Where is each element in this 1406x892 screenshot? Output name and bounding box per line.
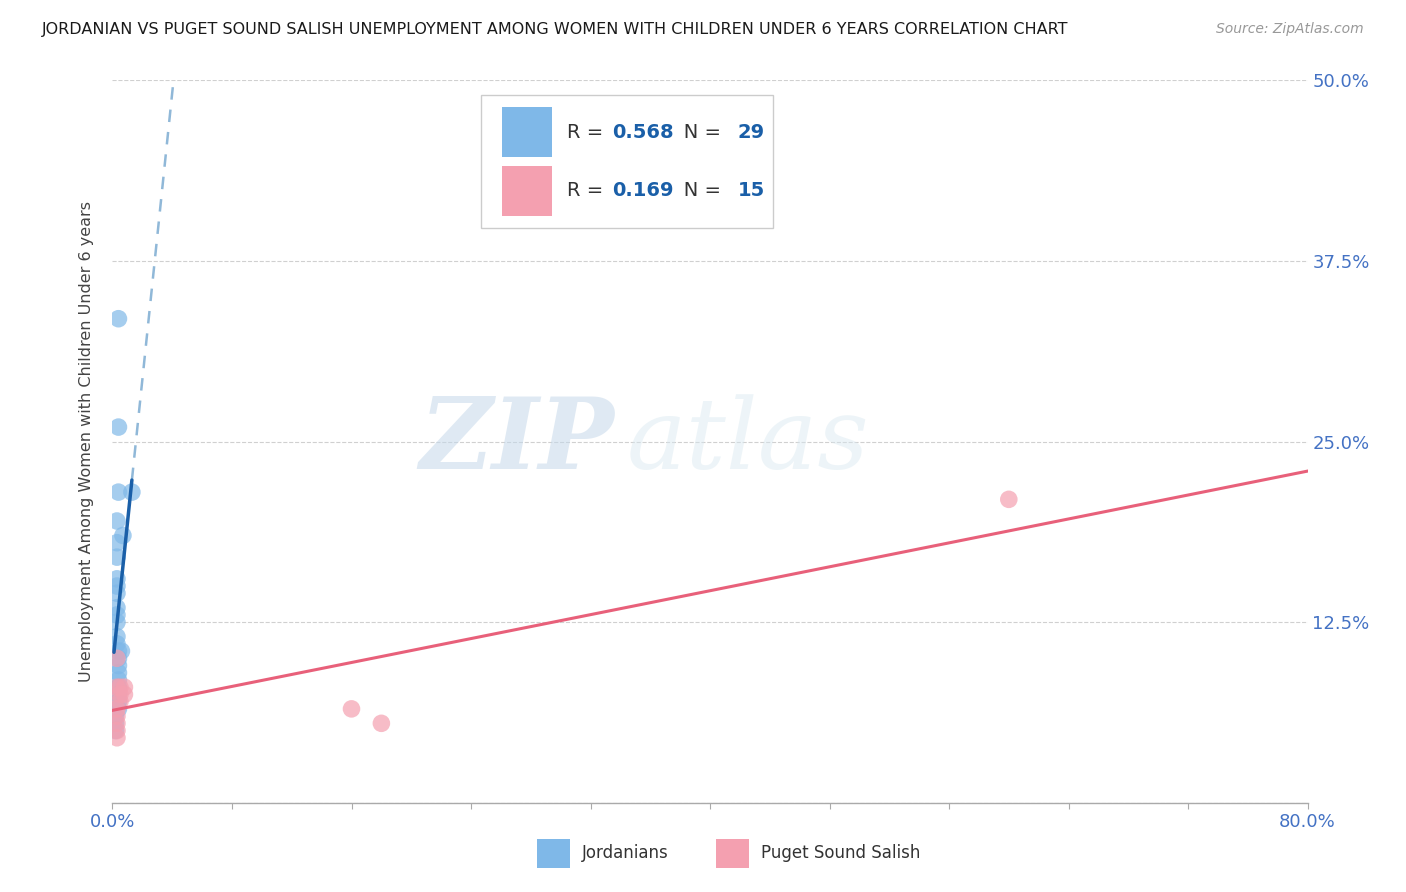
Point [105,651,128,665]
Text: R =: R = [567,181,609,201]
Point [105,550,128,565]
Point [105,572,128,586]
Point [107,695,129,709]
Point [104,709,127,723]
Point [107,665,129,680]
Text: Puget Sound Salish: Puget Sound Salish [762,845,921,863]
Point [107,651,129,665]
Point [105,637,128,651]
Text: N =: N = [665,181,727,201]
Point [105,731,128,745]
Point [111,528,134,542]
Point [107,680,129,694]
FancyBboxPatch shape [481,95,773,228]
Point [107,702,129,716]
Text: 29: 29 [738,123,765,142]
Point [105,586,128,600]
Point [105,607,128,622]
Point [105,600,128,615]
Point [114,680,135,694]
Text: JORDANIAN VS PUGET SOUND SALISH UNEMPLOYMENT AMONG WOMEN WITH CHILDREN UNDER 6 Y: JORDANIAN VS PUGET SOUND SALISH UNEMPLOY… [42,22,1069,37]
Point [121,485,143,500]
Point [105,630,128,644]
Text: ZIP: ZIP [419,393,614,490]
Point [105,716,128,731]
Point [104,723,127,738]
Point [107,420,129,434]
Point [998,492,1021,507]
Text: Source: ZipAtlas.com: Source: ZipAtlas.com [1216,22,1364,37]
Text: 15: 15 [738,181,765,201]
FancyBboxPatch shape [537,838,571,868]
Point [105,615,128,630]
Point [108,680,131,694]
Point [105,535,128,549]
Point [105,579,128,593]
Point [107,673,129,687]
Text: N =: N = [665,123,727,142]
FancyBboxPatch shape [716,838,749,868]
Point [370,716,392,731]
Text: 0.568: 0.568 [612,123,673,142]
Point [105,709,128,723]
Point [107,485,129,500]
Point [107,644,129,658]
Y-axis label: Unemployment Among Women with Children Under 6 years: Unemployment Among Women with Children U… [79,201,94,682]
Point [107,311,129,326]
Point [105,702,128,716]
Point [107,658,129,673]
Point [108,687,131,701]
Text: R =: R = [567,123,609,142]
FancyBboxPatch shape [502,107,553,158]
Point [110,644,132,658]
Point [114,687,135,701]
Point [104,716,127,731]
Point [105,680,128,694]
Text: atlas: atlas [627,394,869,489]
Text: Jordanians: Jordanians [582,845,669,863]
Point [105,514,128,528]
FancyBboxPatch shape [502,166,553,216]
Point [107,687,129,701]
Point [340,702,363,716]
Point [108,695,131,709]
Point [105,723,128,738]
Text: 0.169: 0.169 [612,181,673,201]
